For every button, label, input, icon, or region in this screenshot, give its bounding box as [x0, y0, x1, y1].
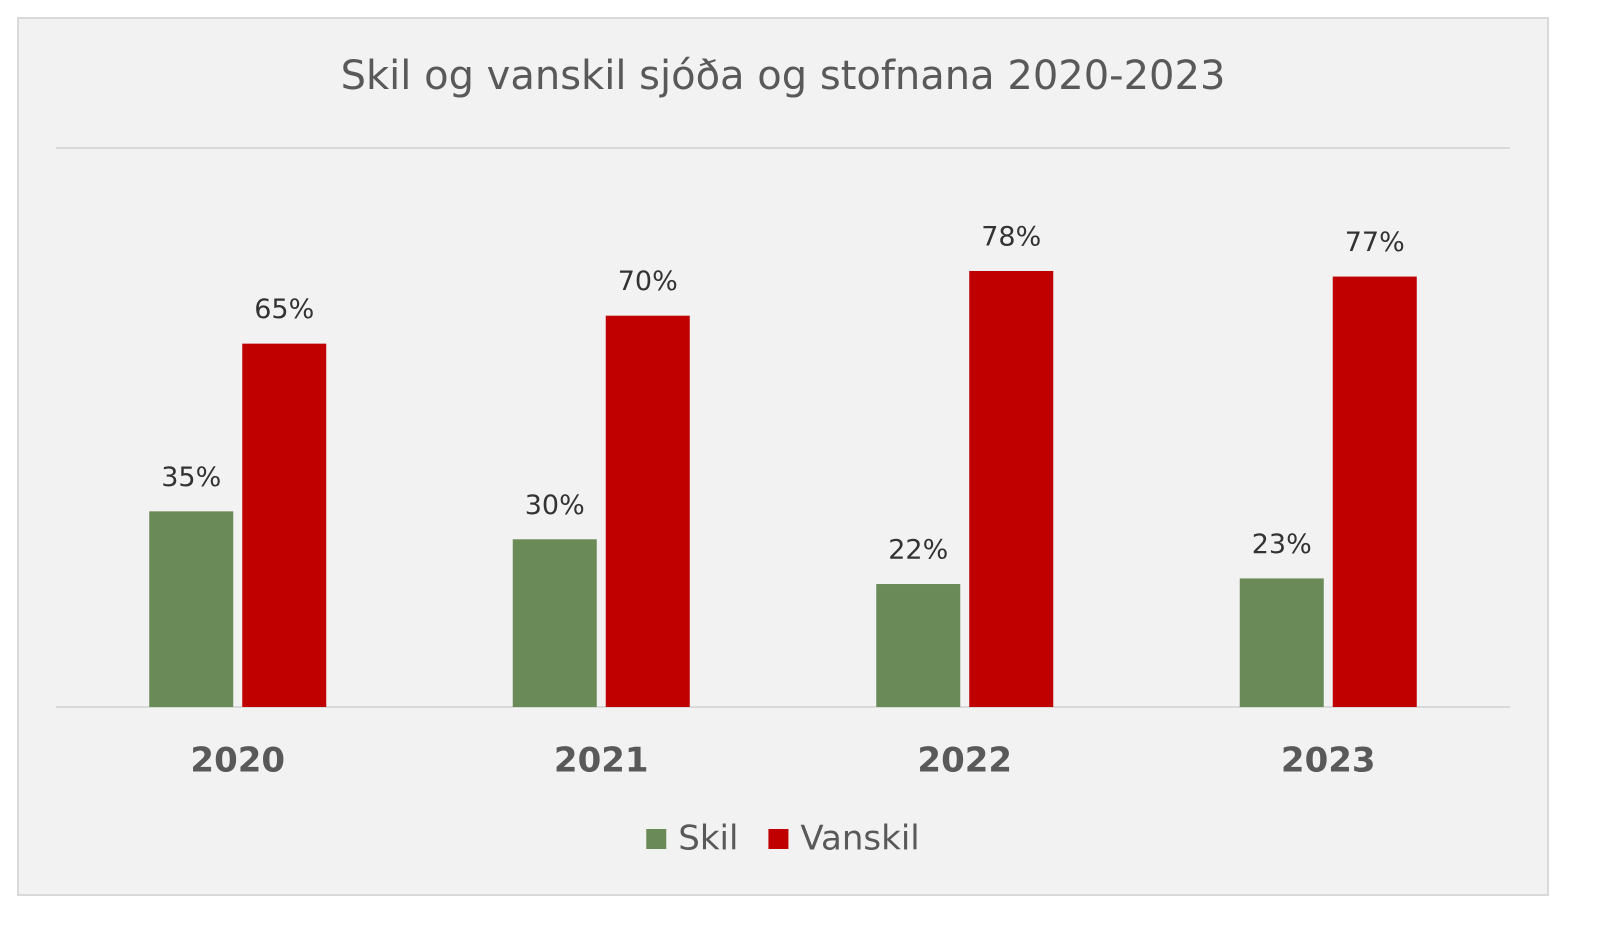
- bar: [512, 539, 597, 707]
- x-tick-label: 2022: [917, 741, 1012, 781]
- legend-label: Skil: [678, 819, 738, 859]
- bar: [1332, 276, 1417, 707]
- legend-label: Vanskil: [800, 819, 919, 859]
- legend-swatch: [646, 829, 667, 849]
- bar: [242, 343, 327, 707]
- value-label: 78%: [981, 221, 1041, 252]
- value-label: 22%: [888, 535, 948, 566]
- x-tick-label: 2021: [554, 741, 649, 781]
- x-tick-label: 2023: [1281, 741, 1376, 781]
- value-label: 77%: [1345, 227, 1405, 258]
- bar: [876, 584, 961, 707]
- bar: [605, 315, 690, 707]
- bar: [1239, 578, 1324, 707]
- value-label: 70%: [618, 266, 678, 297]
- value-label: 65%: [254, 294, 314, 325]
- legend-swatch: [768, 829, 789, 849]
- value-label: 23%: [1252, 529, 1312, 560]
- value-label: 35%: [161, 462, 221, 493]
- bar: [149, 511, 234, 707]
- bar: [969, 270, 1054, 707]
- value-label: 30%: [525, 490, 585, 521]
- x-tick-label: 2020: [190, 741, 285, 781]
- chart-title: Skil og vanskil sjóða og stofnana 2020-2…: [341, 53, 1226, 99]
